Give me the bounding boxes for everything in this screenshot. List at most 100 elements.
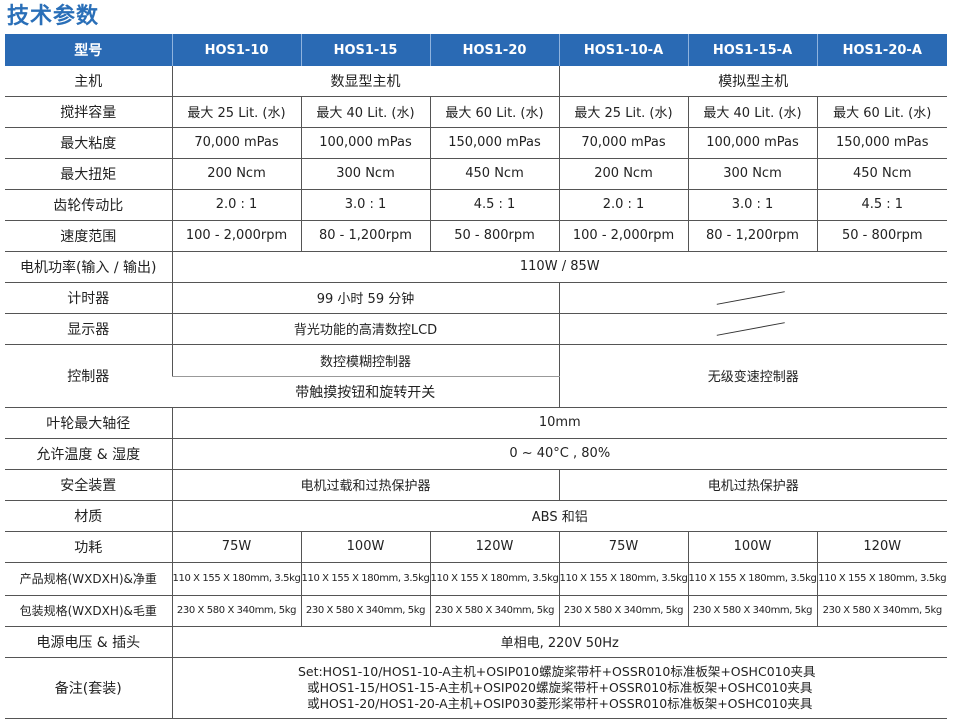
header-cell: HOS1-20 — [429, 34, 559, 66]
header-cell: HOS1-15-A — [687, 34, 817, 66]
row-label: 电机功率(输入 / 输出) — [5, 251, 172, 283]
cell: 70,000 mPas — [558, 127, 688, 159]
cell: 最大 40 Lit. (水) — [300, 96, 430, 128]
cell: 单相电, 220V 50Hz — [171, 626, 947, 658]
header-cell: HOS1-10 — [171, 34, 301, 66]
row-label: 产品规格(WXDXH)&净重 — [5, 562, 172, 596]
cell: 230 X 580 X 340mm, 5kg — [300, 595, 430, 627]
cell: 数控模糊控制器 — [171, 344, 559, 377]
cell: 110 X 155 X 180mm, 3.5kg — [429, 562, 559, 596]
table-row: 包装规格(WXDXH)&毛重 230 X 580 X 340mm, 5kg 23… — [5, 595, 947, 627]
notes-line: 或HOS1-20/HOS1-20-A主机+OSIP030菱形桨带杆+OSSR01… — [307, 695, 813, 711]
row-label: 控制器 — [5, 344, 172, 408]
slash-mark — [716, 321, 785, 336]
row-label: 包装规格(WXDXH)&毛重 — [5, 595, 172, 627]
table-row: 带触摸按钮和旋转开关 — [5, 376, 947, 408]
cell: 120W — [429, 531, 559, 563]
cell: 100,000 mPas — [300, 127, 430, 159]
cell: 电机过载和过热保护器 — [171, 469, 559, 501]
cell: 10mm — [171, 407, 947, 439]
row-label: 计时器 — [5, 282, 172, 314]
row-label: 主机 — [5, 66, 172, 97]
notes-line: Set:HOS1-10/HOS1-10-A主机+OSIP010螺旋桨带杆+OSS… — [297, 663, 816, 679]
cell: 100W — [687, 531, 817, 563]
cell: 模拟型主机 — [558, 66, 947, 97]
cell: 3.0 : 1 — [300, 189, 430, 221]
cell: 450 Ncm — [816, 158, 947, 190]
cell: 0 ~ 40°C , 80% — [171, 438, 947, 470]
header-row: 型号 HOS1-10 HOS1-15 HOS1-20 HOS1-10-A HOS… — [5, 34, 947, 66]
cell: 无级变速控制器 — [558, 344, 947, 408]
cell: 2.0 : 1 — [171, 189, 301, 221]
cell: ABS 和铝 — [171, 500, 947, 532]
cell: 50 - 800rpm — [429, 220, 559, 252]
cell: 带触摸按钮和旋转开关 — [172, 376, 559, 408]
cell: 最大 25 Lit. (水) — [558, 96, 688, 128]
cell: 110 X 155 X 180mm, 3.5kg — [816, 562, 947, 596]
table-row: 备注(套装) Set:HOS1-10/HOS1-10-A主机+OSIP010螺旋… — [5, 657, 947, 719]
cell: 电机过热保护器 — [558, 469, 947, 501]
cell: 数显型主机 — [171, 66, 559, 97]
row-label: 最大粘度 — [5, 127, 172, 159]
cell: 110 X 155 X 180mm, 3.5kg — [171, 562, 301, 596]
cell: 110 X 155 X 180mm, 3.5kg — [687, 562, 817, 596]
cell: 450 Ncm — [429, 158, 559, 190]
notes-cell: Set:HOS1-10/HOS1-10-A主机+OSIP010螺旋桨带杆+OSS… — [171, 657, 947, 719]
header-cell: HOS1-15 — [300, 34, 430, 66]
row-label: 安全装置 — [5, 469, 172, 501]
cell: 100W — [300, 531, 430, 563]
cell: 50 - 800rpm — [816, 220, 947, 252]
row-label: 允许温度 & 湿度 — [5, 438, 172, 470]
cell: 300 Ncm — [687, 158, 817, 190]
cell: 3.0 : 1 — [687, 189, 817, 221]
cell: 230 X 580 X 340mm, 5kg — [816, 595, 947, 627]
table-row: 控制器 数控模糊控制器 无级变速控制器 — [5, 344, 947, 408]
row-label: 叶轮最大轴径 — [5, 407, 172, 439]
cell: 最大 25 Lit. (水) — [171, 96, 301, 128]
table-row: 功耗 75W 100W 120W 75W 100W 120W — [5, 531, 947, 563]
table-row: 安全装置 电机过载和过热保护器 电机过热保护器 — [5, 469, 947, 501]
cell: 99 小时 59 分钟 — [171, 282, 559, 314]
row-label: 电源电压 & 插头 — [5, 626, 172, 658]
table-row: 产品规格(WXDXH)&净重 110 X 155 X 180mm, 3.5kg … — [5, 562, 947, 596]
table-row: 主机 数显型主机 模拟型主机 — [5, 66, 947, 97]
row-label: 备注(套装) — [5, 657, 172, 719]
cell: 80 - 1,200rpm — [300, 220, 430, 252]
row-label: 搅拌容量 — [5, 96, 172, 128]
cell: 背光功能的高清数控LCD — [171, 313, 559, 345]
page-title: 技术参数 — [7, 4, 100, 29]
cell: 230 X 580 X 340mm, 5kg — [558, 595, 688, 627]
cell: 100 - 2,000rpm — [558, 220, 688, 252]
slash-mark — [716, 290, 785, 305]
row-label: 速度范围 — [5, 220, 172, 252]
not-applicable-cell — [558, 282, 947, 314]
table-row: 材质 ABS 和铝 — [5, 500, 947, 532]
cell: 75W — [558, 531, 688, 563]
not-applicable-cell — [558, 313, 947, 345]
cell: 110W / 85W — [171, 251, 947, 283]
cell: 230 X 580 X 340mm, 5kg — [687, 595, 817, 627]
cell: 150,000 mPas — [429, 127, 559, 159]
row-label: 功耗 — [5, 531, 172, 563]
cell: 4.5 : 1 — [429, 189, 559, 221]
table-row: 允许温度 & 湿度 0 ~ 40°C , 80% — [5, 438, 947, 470]
cell: 100,000 mPas — [687, 127, 817, 159]
header-cell: HOS1-10-A — [558, 34, 688, 66]
row-label: 显示器 — [5, 313, 172, 345]
cell: 4.5 : 1 — [816, 189, 947, 221]
cell: 最大 40 Lit. (水) — [687, 96, 817, 128]
row-label: 最大扭矩 — [5, 158, 172, 190]
table-row: 计时器 99 小时 59 分钟 — [5, 282, 947, 314]
cell: 最大 60 Lit. (水) — [429, 96, 559, 128]
notes-line: 或HOS1-15/HOS1-15-A主机+OSIP020螺旋桨带杆+OSSR01… — [307, 679, 813, 695]
table-row: 电源电压 & 插头 单相电, 220V 50Hz — [5, 626, 947, 658]
cell: 70,000 mPas — [171, 127, 301, 159]
cell: 最大 60 Lit. (水) — [816, 96, 947, 128]
table-row: 搅拌容量 最大 25 Lit. (水) 最大 40 Lit. (水) 最大 60… — [5, 96, 947, 128]
table-row: 最大扭矩 200 Ncm 300 Ncm 450 Ncm 200 Ncm 300… — [5, 158, 947, 190]
cell: 110 X 155 X 180mm, 3.5kg — [300, 562, 430, 596]
row-label: 材质 — [5, 500, 172, 532]
cell: 100 - 2,000rpm — [171, 220, 301, 252]
table-row: 齿轮传动比 2.0 : 1 3.0 : 1 4.5 : 1 2.0 : 1 3.… — [5, 189, 947, 221]
cell: 200 Ncm — [171, 158, 301, 190]
